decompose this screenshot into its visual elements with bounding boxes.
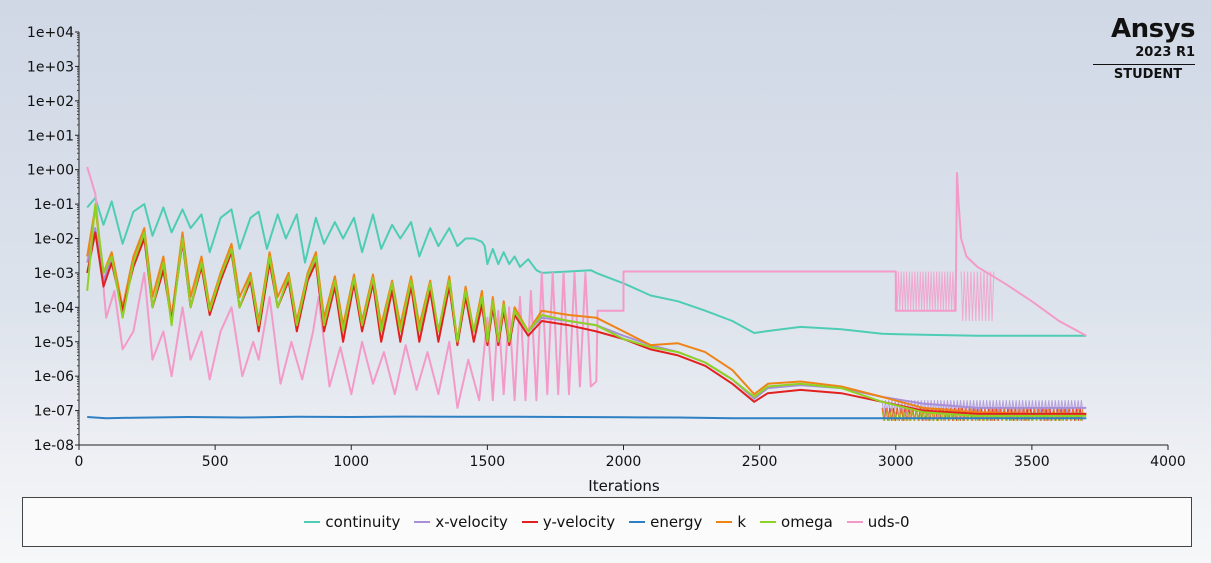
legend-item-energy: energy <box>629 513 702 531</box>
x-tick-label: 1000 <box>333 454 369 470</box>
y-tick-label: 1e-05 <box>34 335 74 351</box>
series-omega <box>86 203 1087 417</box>
y-tick-label: 1e-04 <box>34 300 74 316</box>
legend-label: y-velocity <box>542 513 616 531</box>
uds-0-oscillation <box>960 271 995 322</box>
legend-item-uds-0: uds-0 <box>846 513 910 531</box>
legend-item-x-velocity: x-velocity <box>414 513 508 531</box>
legend-label: omega <box>781 513 833 531</box>
legend-item-continuity: continuity <box>304 513 400 531</box>
uds-0-oscillation <box>895 271 957 311</box>
residuals-chart: 1e+04 1e+03 1e+02 1e+01 1e+00 1e-01 1e-02 1e-03… <box>27 25 1186 495</box>
brand-edition: STUDENT <box>1113 67 1183 82</box>
x-tick-label: 1500 <box>470 454 506 470</box>
series-uds-0 <box>86 166 1087 409</box>
k-oscillation <box>881 407 1084 421</box>
legend-item-omega: omega <box>760 513 833 531</box>
legend-item-y-velocity: y-velocity <box>521 513 616 531</box>
series-k <box>86 206 1087 415</box>
series-continuity <box>86 197 1087 337</box>
y-tick-label: 1e+03 <box>27 59 74 75</box>
legend: continuity x-velocity y-velocity energy k ome… <box>22 497 1192 547</box>
y-tick-label: 1e-08 <box>34 438 74 454</box>
x-axis-title: Iterations <box>588 477 660 495</box>
series-layer <box>86 166 1087 420</box>
series-energy <box>87 415 1087 420</box>
brand-version: 2023 R1 <box>1093 44 1195 65</box>
x-tick-label: 0 <box>75 454 84 470</box>
legend-swatch <box>304 521 321 523</box>
y-tick-label: 1e-02 <box>34 232 74 248</box>
y-tick-label: 1e+02 <box>27 94 74 110</box>
y-tick-label: 1e-07 <box>34 404 74 420</box>
x-tick-label: 2500 <box>742 454 778 470</box>
y-tick-label: 1e-01 <box>34 197 74 213</box>
legend-label: k <box>737 513 747 531</box>
y-tick-label: 1e+00 <box>27 163 74 179</box>
x-tick-label: 500 <box>202 454 229 470</box>
y-tick-label: 1e+04 <box>27 25 74 41</box>
brand-name: Ansys <box>1110 14 1196 44</box>
x-tick-label: 4000 <box>1150 454 1186 470</box>
legend-label: uds-0 <box>867 513 910 531</box>
y-tick-label: 1e+01 <box>27 128 74 144</box>
legend-swatch <box>716 521 733 523</box>
x-tick-label: 2000 <box>606 454 642 470</box>
legend-swatch <box>629 521 646 523</box>
legend-swatch <box>414 521 431 523</box>
legend-swatch <box>760 521 777 523</box>
legend-swatch <box>846 521 863 523</box>
legend-label: continuity <box>325 513 401 531</box>
x-tick-label: 3000 <box>878 454 914 470</box>
y-tick-label: 1e-03 <box>34 266 74 282</box>
legend-label: x-velocity <box>435 513 508 531</box>
ansys-logo: Ansys 2023 R1 STUDENT <box>1093 14 1196 85</box>
oscillation-bands <box>881 271 1084 422</box>
legend-swatch <box>521 521 538 523</box>
y-tick-label: 1e-06 <box>34 369 74 385</box>
legend-label: energy <box>650 513 703 531</box>
x-tick-label: 3500 <box>1014 454 1050 470</box>
axes-layer: 1e+04 1e+03 1e+02 1e+01 1e+00 1e-01 1e-02 1e-03… <box>27 25 1186 470</box>
legend-item-k: k <box>716 513 746 531</box>
